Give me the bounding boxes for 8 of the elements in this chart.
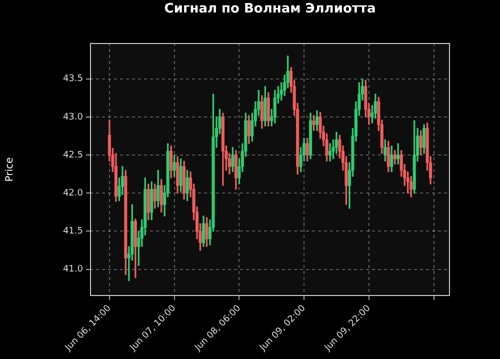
y-tick-label: 42.0 (62, 188, 84, 198)
y-tick-label: 43.5 (62, 74, 83, 84)
y-axis-title: Price (4, 157, 16, 182)
y-tick-label: 43.0 (62, 112, 84, 122)
y-tick-label: 41.0 (62, 264, 84, 275)
chart-title: Сигнал по Волнам Эллиотта (164, 1, 376, 16)
y-tick-label: 42.5 (62, 150, 83, 160)
y-tick-label: 41.5 (62, 226, 83, 237)
